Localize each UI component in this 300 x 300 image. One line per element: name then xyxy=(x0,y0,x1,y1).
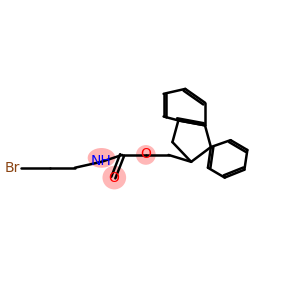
Circle shape xyxy=(103,166,126,189)
Text: O: O xyxy=(108,171,119,184)
Text: NH: NH xyxy=(91,154,112,168)
Circle shape xyxy=(136,145,156,165)
Text: Br: Br xyxy=(4,161,20,175)
Ellipse shape xyxy=(88,148,115,168)
Text: O: O xyxy=(140,147,151,161)
